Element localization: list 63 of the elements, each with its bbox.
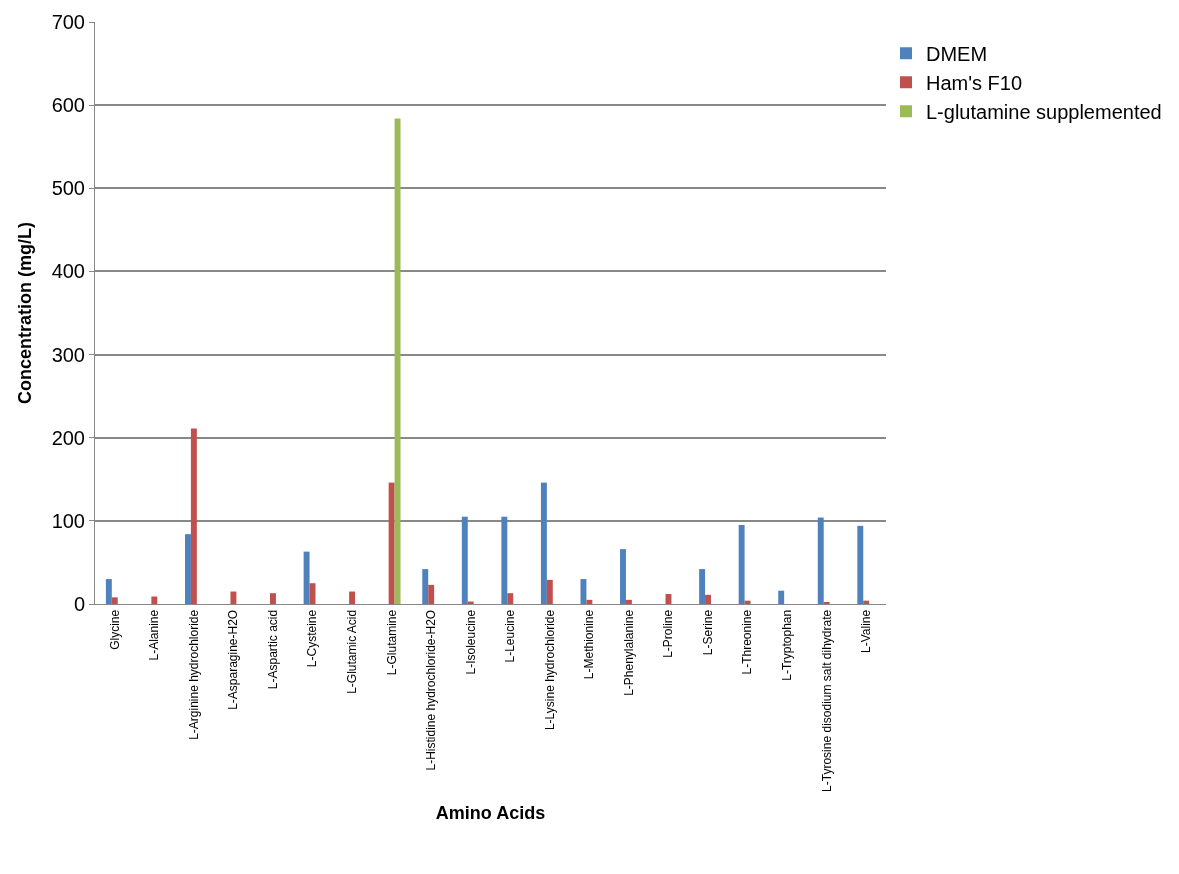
bar [230,591,237,604]
bar [428,584,435,604]
bar [111,597,118,604]
y-tick-label: 200 [51,426,85,449]
bar [105,579,112,604]
bar [620,549,626,604]
y-tick-label: 500 [51,177,85,200]
x-tick-label: Glycine [107,609,122,650]
x-tick-label: L-Methionine [582,609,597,680]
x-tick-label: L-Leucine [503,609,518,663]
bar [738,525,745,604]
x-tick-label: L-Tyrosine disodium salt dihydrate [819,609,834,792]
bar [394,118,401,604]
bar [349,591,356,604]
y-tick-label: 0 [73,593,85,615]
x-tick-label: L-Isoleucine [463,609,478,675]
x-tick-label: L-Aspartic acid [265,609,280,690]
y-tick-label: 300 [51,343,85,366]
bar [190,428,197,604]
x-tick-label: L-Arginine hydrochloride [186,609,201,740]
bar [546,579,553,604]
bar [586,599,593,604]
x-tick-label: L-Histidine hydrochloride-H2O [424,609,439,771]
y-tick-label: 100 [51,509,85,532]
bar [422,569,429,604]
x-tick-label: L-Serine [700,609,715,656]
x-tick-label: L-Valine [859,609,874,653]
x-tick-label: L-Tryptophan [780,609,795,681]
bar [303,551,310,604]
x-tick-label: L-Cysteine [305,609,320,668]
legend-label: L-glutamine supplemented [926,100,1162,123]
bar [863,600,870,604]
y-axis-title: Concentration (mg/L) [14,222,35,404]
bar [507,593,514,604]
bar [580,579,587,604]
bar [501,516,508,604]
x-tick-label: L-Phenylalanine [621,609,636,696]
x-tick-label: L-Asparagine-H2O [226,609,241,710]
bar [184,534,191,604]
bar [699,569,706,604]
legend-label: DMEM [926,42,988,65]
x-axis-title: Amino Acids [435,802,546,823]
bar [540,482,547,604]
y-tick-label: 700 [51,11,85,33]
bar [744,600,751,604]
bar [625,599,632,604]
bar [388,482,395,604]
bar [857,525,864,604]
bar [461,516,468,604]
x-tick-label: L-Glutamic Acid [344,609,359,694]
bar [817,517,824,604]
bar [778,590,785,604]
bar [705,594,711,604]
x-tick-label: L-Threonine [740,609,755,675]
bar [151,596,158,604]
x-tick-label: L-Lysine hydrochloride [542,609,557,731]
legend-label: Ham's F10 [926,71,1023,94]
y-tick-label: 600 [51,94,85,117]
y-tick-label: 400 [51,260,85,283]
bar [270,593,276,604]
x-tick-label: L-Alanine [147,609,162,661]
x-tick-label: L-Glutamine [384,609,399,676]
x-tick-label: L-Proline [661,609,676,658]
